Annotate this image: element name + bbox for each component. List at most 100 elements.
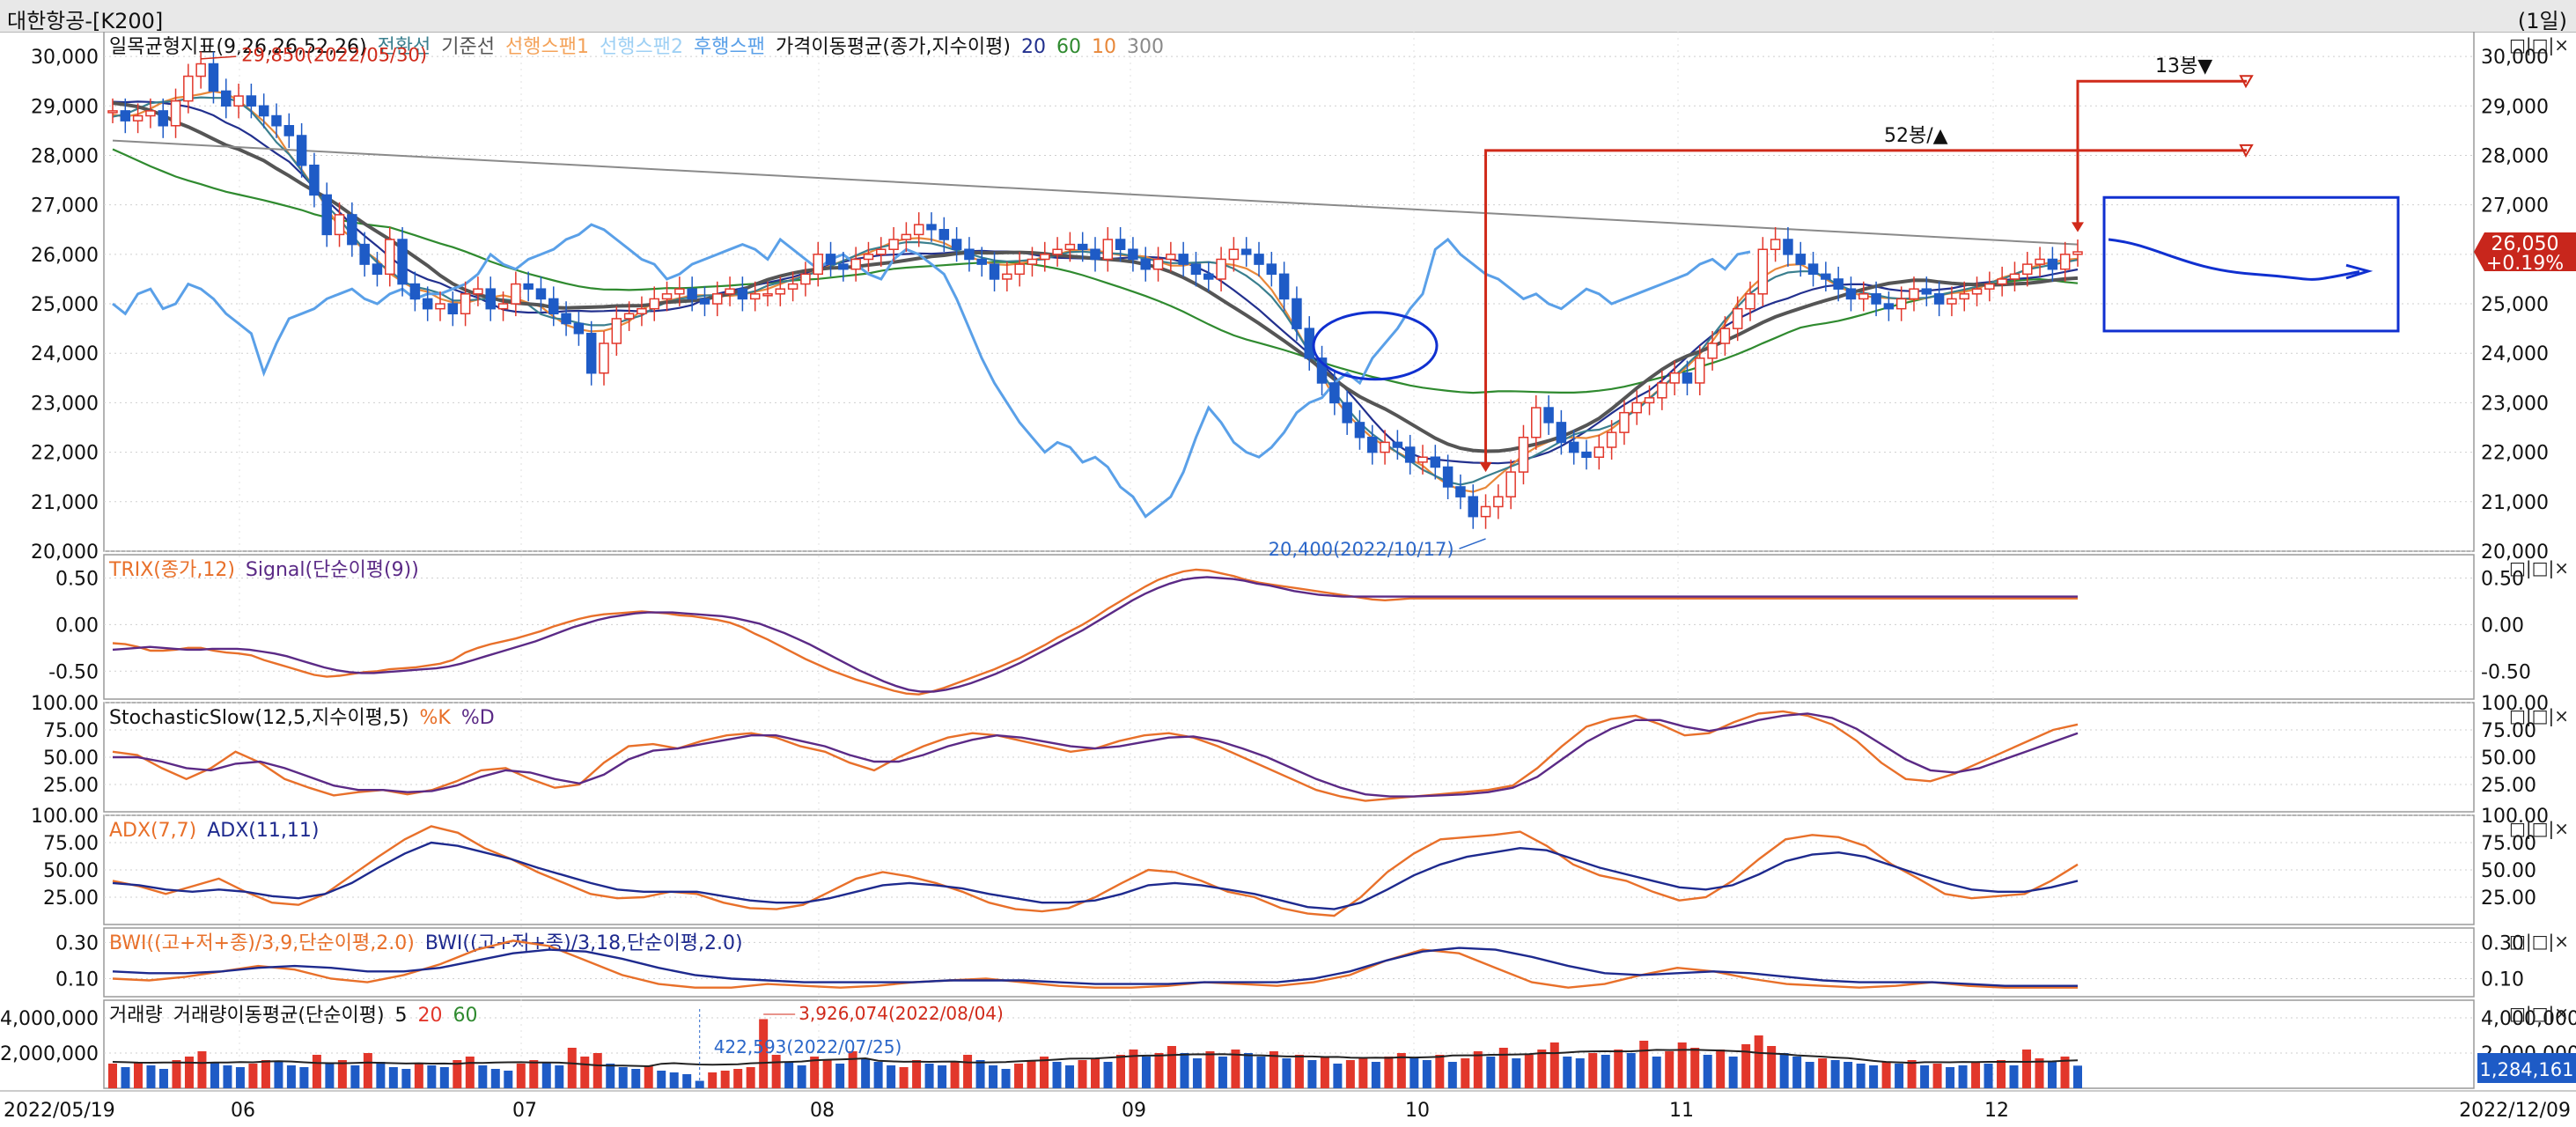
candle <box>989 263 1000 280</box>
candle <box>523 283 534 290</box>
candle <box>1833 278 1844 290</box>
legend-entry: ADX(11,11) <box>207 820 319 842</box>
volume-bar <box>1435 1055 1445 1088</box>
volume-bar <box>1946 1067 1955 1088</box>
candle <box>1619 411 1630 433</box>
candle <box>749 293 761 300</box>
candle <box>1669 372 1680 384</box>
y-tick-label-right: 20,000 <box>2481 541 2549 564</box>
highlight-ellipse <box>1312 311 1439 381</box>
adx-line-0 <box>112 825 2079 917</box>
volume-bar <box>1345 1060 1355 1088</box>
legend-entry: 거래량 <box>109 1005 163 1027</box>
volume-bar <box>1779 1053 1789 1088</box>
volume-bar <box>912 1060 922 1088</box>
x-start-label: 2022/05/19 <box>4 1100 115 1122</box>
candle <box>347 214 357 246</box>
candle <box>649 298 659 310</box>
candle <box>535 288 547 300</box>
candle <box>561 313 571 325</box>
y-tick-label-right: 50.00 <box>2481 748 2536 770</box>
candle <box>485 288 496 310</box>
volume-bar <box>1614 1050 1623 1088</box>
volume-bar <box>1524 1055 1534 1088</box>
y-tick-label-left: 21,000 <box>31 492 99 514</box>
x-month-label: 11 <box>1669 1100 1694 1122</box>
volume-bar <box>733 1069 743 1088</box>
y-tick-label-left: 2,000,000 <box>0 1043 99 1065</box>
legend-entry: 기준선 <box>441 36 495 58</box>
candle <box>409 283 421 300</box>
volume-bar <box>567 1048 577 1088</box>
volume-bar <box>2035 1058 2044 1088</box>
legend-entry: 300 <box>1127 36 1164 58</box>
volume-bar <box>1461 1058 1470 1088</box>
x-month-label: 12 <box>1984 1100 2009 1122</box>
candle <box>195 63 206 77</box>
legend-entry: BWI((고+저+종)/3,9,단순이평,2.0) <box>109 932 415 954</box>
volume-bar <box>1958 1065 1968 1088</box>
candle <box>1783 239 1793 255</box>
volume-bar <box>555 1065 564 1088</box>
y-tick-label-left: 25.00 <box>43 775 99 797</box>
volume-bar <box>1141 1057 1151 1088</box>
y-tick-label-left: 100.00 <box>31 693 99 715</box>
x-month-label: 08 <box>810 1100 835 1122</box>
panel-controls-icon: □|□|× <box>2509 705 2569 726</box>
y-tick-label-right: 28,000 <box>2481 145 2549 167</box>
volume-bar <box>1256 1057 1266 1088</box>
candle <box>1140 258 1151 270</box>
adx-line-1 <box>112 841 2079 910</box>
volume-bar <box>682 1074 692 1088</box>
volume-bar <box>121 1067 130 1088</box>
legend-entry: 60 <box>1056 36 1081 58</box>
y-tick-label-right: 25.00 <box>2481 888 2536 910</box>
candle <box>951 239 962 250</box>
chart-area[interactable]: 30,000 30,000 29,000 29,000 28,000 28,000 27,0… <box>0 32 2576 1127</box>
volume-bar <box>822 1060 832 1088</box>
last-change-label: +0.19% <box>2486 253 2564 275</box>
candle <box>1518 437 1529 473</box>
volume-ma-line <box>112 1049 2079 1068</box>
candle <box>1845 288 1857 300</box>
y-tick-label-right: 50.00 <box>2481 860 2536 882</box>
panel-controls-icon: □|□|× <box>2509 818 2569 839</box>
volume-bar <box>1677 1042 1687 1088</box>
volume-bar <box>950 1062 960 1088</box>
y-tick-label-left: 30,000 <box>31 47 99 69</box>
volume-bar <box>1895 1064 1904 1088</box>
last-price-label: 26,050 <box>2491 233 2559 255</box>
legend-entry: StochasticSlow(12,5,지수이평,5) <box>109 707 409 729</box>
candle <box>1644 397 1655 404</box>
candle <box>309 164 320 196</box>
candle <box>573 322 585 335</box>
volume-bar <box>644 1065 653 1088</box>
candle <box>1090 248 1100 261</box>
legend-entry: 선행스팬1 <box>505 36 589 58</box>
volume-bar <box>720 1071 730 1088</box>
legend-entry: 일목균형지표(9,26,26,52,26) <box>109 36 367 58</box>
candle <box>1505 471 1516 497</box>
candle <box>1531 407 1542 438</box>
candle <box>1895 298 1907 310</box>
y-tick-label-right: 75.00 <box>2481 720 2536 742</box>
candle <box>938 229 950 240</box>
volume-bar <box>975 1060 985 1088</box>
y-tick-label-left: 4,000,000 <box>0 1008 99 1030</box>
volume-bar <box>158 1069 168 1088</box>
candle <box>699 298 710 305</box>
volume-bar <box>1371 1062 1380 1088</box>
panel-trix: 0.50 0.50 0.00 0.00 -0.50 -0.50 TRIX(종가,12) Sig… <box>48 554 2569 700</box>
candle <box>145 110 156 117</box>
arrow-52-down-icon <box>1479 461 1492 473</box>
volume-bar <box>1269 1051 1278 1088</box>
candle <box>1152 258 1164 270</box>
candle <box>1380 441 1390 453</box>
candle <box>1417 456 1428 463</box>
volume-bar <box>2009 1065 2019 1088</box>
window-title: 대한항공-[K200] <box>7 9 164 33</box>
y-tick-label-left: 0.00 <box>55 615 99 637</box>
candle <box>825 254 836 265</box>
candle <box>637 307 647 315</box>
volume-bar <box>1907 1060 1917 1088</box>
